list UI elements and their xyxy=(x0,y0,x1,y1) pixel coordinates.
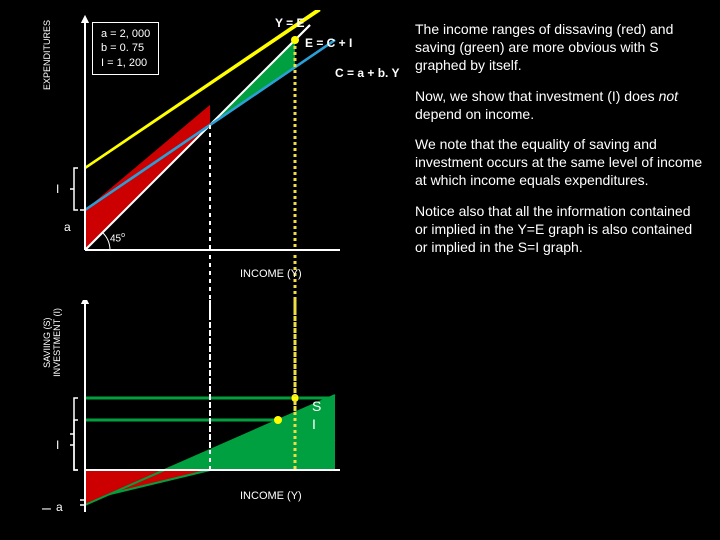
param-box: a = 2, 000 b = 0. 75 I = 1, 200 xyxy=(92,22,159,75)
chart-area: a = 2, 000 b = 0. 75 I = 1, 200 EXPENDIT… xyxy=(50,10,330,520)
connector-lines xyxy=(50,255,340,315)
bottom-chart xyxy=(50,300,340,520)
income-label-bot: INCOME (Y) xyxy=(240,490,302,502)
angle-label: 45o xyxy=(110,232,125,244)
eq-dot-top xyxy=(291,36,299,44)
a-label-top: a xyxy=(64,220,71,234)
angle-arc xyxy=(102,232,110,250)
neg-a-label: a xyxy=(56,500,63,514)
caby-label: C = a + b. Y xyxy=(335,66,399,80)
para-3: We note that the equality of saving and … xyxy=(415,135,705,190)
i-label: I xyxy=(312,416,316,432)
savinvest-label: SAVIING (S) INVESTMENT (I) xyxy=(42,308,62,377)
eq-dot-bot xyxy=(291,394,299,402)
text-area: The income ranges of dissaving (red) and… xyxy=(415,20,705,268)
param-I: I = 1, 200 xyxy=(101,56,150,70)
neg-sign: – xyxy=(42,500,51,518)
param-b: b = 0. 75 xyxy=(101,41,150,55)
param-a: a = 2, 000 xyxy=(101,27,150,41)
para-4: Notice also that all the information con… xyxy=(415,202,705,257)
para-2: Now, we show that investment (I) does no… xyxy=(415,87,705,123)
i-bracket-label-bot: I xyxy=(56,438,59,452)
i-bracket-label-top: I xyxy=(56,182,59,196)
para-1: The income ranges of dissaving (red) and… xyxy=(415,20,705,75)
income-label-top: INCOME (Y) xyxy=(240,268,302,280)
ye-label: Y = E xyxy=(275,16,304,30)
s-label: S xyxy=(312,398,321,414)
eci-label: E = C + I xyxy=(305,36,352,50)
expenditures-label: EXPENDITURES xyxy=(42,20,52,90)
